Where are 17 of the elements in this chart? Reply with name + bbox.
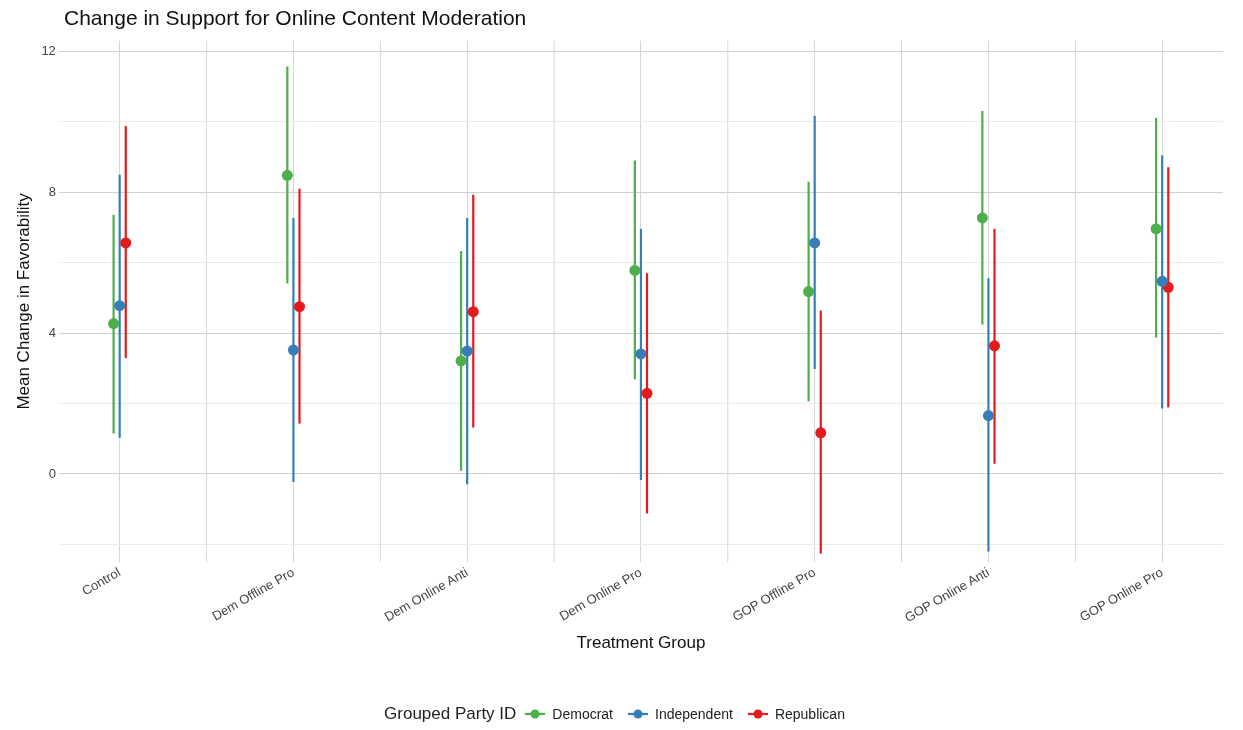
legend-label: Democrat [552, 706, 614, 722]
x-tick-label: GOP Offline Pro [729, 564, 818, 625]
y-tick-label: 8 [48, 183, 56, 199]
x-tick-label: Dem Online Anti [381, 564, 471, 625]
y-tick-label: 12 [41, 42, 56, 58]
chart-title: Change in Support for Online Content Moderation [64, 6, 527, 30]
legend-label: Independent [655, 706, 733, 722]
legend-label: Republican [774, 706, 845, 722]
x-axis-title: Treatment Group [576, 633, 706, 653]
x-tick-label: Dem Offline Pro [209, 564, 297, 624]
y-axis-title: Mean Change in Favorability [13, 192, 33, 410]
x-tick-label: GOP Online Pro [1076, 564, 1166, 625]
legend-title: Grouped Party ID [384, 704, 517, 724]
y-tick-label: 0 [48, 465, 56, 481]
x-tick-label: GOP Online Anti [901, 564, 992, 626]
y-tick-label: 4 [48, 324, 56, 340]
x-tick-label: Dem Online Pro [556, 564, 645, 624]
